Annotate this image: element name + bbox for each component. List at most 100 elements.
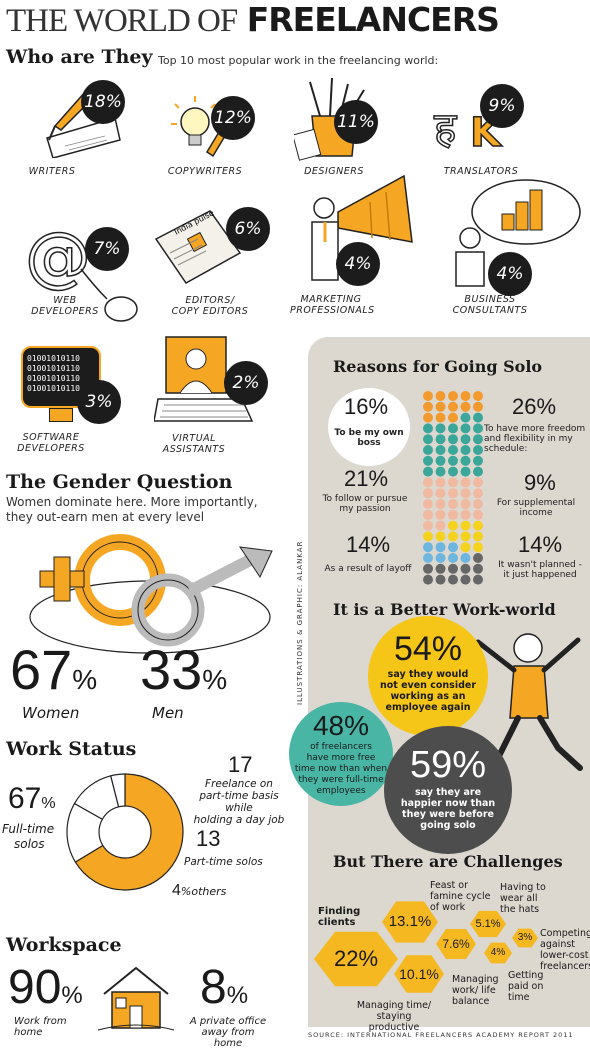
- job-writers: 18% WRITERS: [15, 72, 135, 182]
- reason-dot: [460, 553, 471, 563]
- reason-dot: [460, 563, 471, 574]
- reason-dot: [473, 477, 483, 488]
- reason-dot: [448, 542, 458, 553]
- men-pct: 33: [140, 638, 203, 701]
- bubble-48-line4: they were full-time: [298, 775, 384, 785]
- reason-boss-label: To be my own boss: [330, 428, 408, 448]
- marketing-label: MARKETING PROFESSIONALS: [290, 294, 374, 316]
- reason-dot: [473, 574, 483, 585]
- reason-passion-line1: To follow or pursue: [322, 494, 408, 504]
- bubble-54-line2: not even consider: [379, 680, 477, 691]
- challenge-paid-hex: 4%: [484, 942, 512, 964]
- consultants-label-line1: BUSINESS: [464, 294, 516, 305]
- title-part2: FREELANCERS: [246, 0, 500, 39]
- reason-dot: [423, 445, 433, 455]
- binary-line-3: 01001010110: [27, 374, 80, 383]
- office-label-line1: A private office: [189, 1016, 267, 1027]
- reason-dot: [473, 531, 483, 542]
- reason-dot: [460, 574, 471, 585]
- reason-dot: [460, 445, 471, 455]
- others-pct: 4: [172, 882, 181, 899]
- reason-dot: [460, 488, 471, 499]
- reason-dot: [448, 455, 458, 466]
- reason-dot: [435, 488, 446, 499]
- challenge-hats-hex: 5.1%: [470, 910, 506, 938]
- women-stat: 67%: [10, 640, 97, 710]
- challenge-hats-pct: 5.1%: [475, 918, 501, 930]
- reason-dot: [473, 520, 483, 531]
- reason-dot: [435, 563, 446, 574]
- work-status-heading: Work Status: [6, 738, 137, 760]
- parttime-job-line2: part-time basis while: [199, 790, 279, 814]
- reason-dot: [448, 531, 458, 542]
- challenge-clients-line2: clients: [318, 917, 356, 928]
- others-stat: 4%others: [172, 880, 226, 900]
- donut-slice-0: [74, 773, 184, 891]
- reason-dot: [435, 391, 446, 401]
- reason-dot: [435, 401, 446, 412]
- challenge-feast-label: Feast or famine cycle of work: [430, 880, 491, 913]
- reason-dot: [460, 509, 471, 520]
- reasons-heading: Reasons for Going Solo: [333, 357, 543, 376]
- reason-dot: [423, 574, 433, 585]
- reason-dot: [423, 401, 433, 412]
- reason-dot: [460, 477, 471, 488]
- virtual-assistant-icon: [154, 336, 254, 422]
- men-pct-sign: %: [202, 664, 228, 695]
- reason-dot: [423, 477, 433, 488]
- house-icon: [97, 966, 175, 1031]
- reason-dot: [423, 412, 433, 423]
- reason-dot: [423, 563, 433, 574]
- women-pct-sign: %: [72, 664, 98, 695]
- reason-dot: [460, 391, 471, 401]
- binary-line-2: 01001010110: [27, 364, 80, 373]
- home-label-line2: home: [14, 1027, 43, 1038]
- reason-boss-line2: boss: [357, 438, 381, 448]
- better-heading: It is a Better Work-world: [333, 600, 556, 619]
- fulltime-label-line2: solos: [14, 837, 45, 851]
- reason-dot: [460, 434, 471, 445]
- reason-dot: [473, 509, 483, 520]
- reason-income-line1: For supplemental: [496, 498, 576, 508]
- reason-dot: [435, 423, 446, 434]
- reason-income-line2: income: [519, 508, 553, 518]
- parttime-job-line1: Freelance on: [205, 778, 273, 790]
- challenge-feast-line3: of work: [430, 902, 466, 913]
- reason-dot: [423, 466, 433, 477]
- reason-dot: [448, 477, 458, 488]
- reason-dot: [473, 423, 483, 434]
- bubble-59: 59% say they are happier now than they w…: [384, 726, 512, 854]
- challenge-paid-line3: time: [508, 992, 530, 1003]
- reason-dot: [460, 542, 471, 553]
- reason-dot: [448, 412, 458, 423]
- reason-dot: [473, 445, 483, 455]
- challenge-competing-label: Competing against lower-cost freelancers: [540, 928, 590, 972]
- software-label-line2: DEVELOPERS: [17, 443, 85, 454]
- reason-dot: [423, 391, 433, 401]
- reason-dot: [460, 412, 471, 423]
- men-stat: 33%: [140, 640, 227, 710]
- reason-dot: [448, 553, 458, 563]
- software-label-line1: SOFTWARE: [22, 432, 80, 443]
- challenge-time-line2: staying productive: [368, 1011, 420, 1033]
- challenge-hats-label: Having to wear all the hats: [500, 882, 546, 915]
- reason-dot: [448, 574, 458, 585]
- webdev-label-line1: WEB: [53, 295, 77, 306]
- job-business-consultants: 4% BUSINESS CONSULTANTS: [440, 178, 590, 328]
- translators-label: TRANSLATORS: [443, 166, 519, 177]
- designers-label: DESIGNERS: [304, 166, 364, 177]
- reason-dot: [460, 401, 471, 412]
- editors-label-line1: EDITORS/: [185, 295, 235, 306]
- parttime-label: Part-time solos: [184, 856, 263, 868]
- challenge-competing-line3: lower-cost: [540, 950, 589, 961]
- binary-line-4: 01001010110: [27, 384, 80, 393]
- bubble-48-line2: have more free: [306, 753, 376, 763]
- reason-dot: [473, 412, 483, 423]
- reason-passion-line2: my passion: [339, 504, 391, 514]
- challenge-time-hex: 10.1%: [394, 955, 444, 993]
- copywriters-label: COPYWRITERS: [167, 166, 243, 177]
- reason-dot: [435, 434, 446, 445]
- office-pct: 8: [200, 961, 227, 1014]
- reason-dot: [448, 423, 458, 434]
- reason-dot: [423, 520, 433, 531]
